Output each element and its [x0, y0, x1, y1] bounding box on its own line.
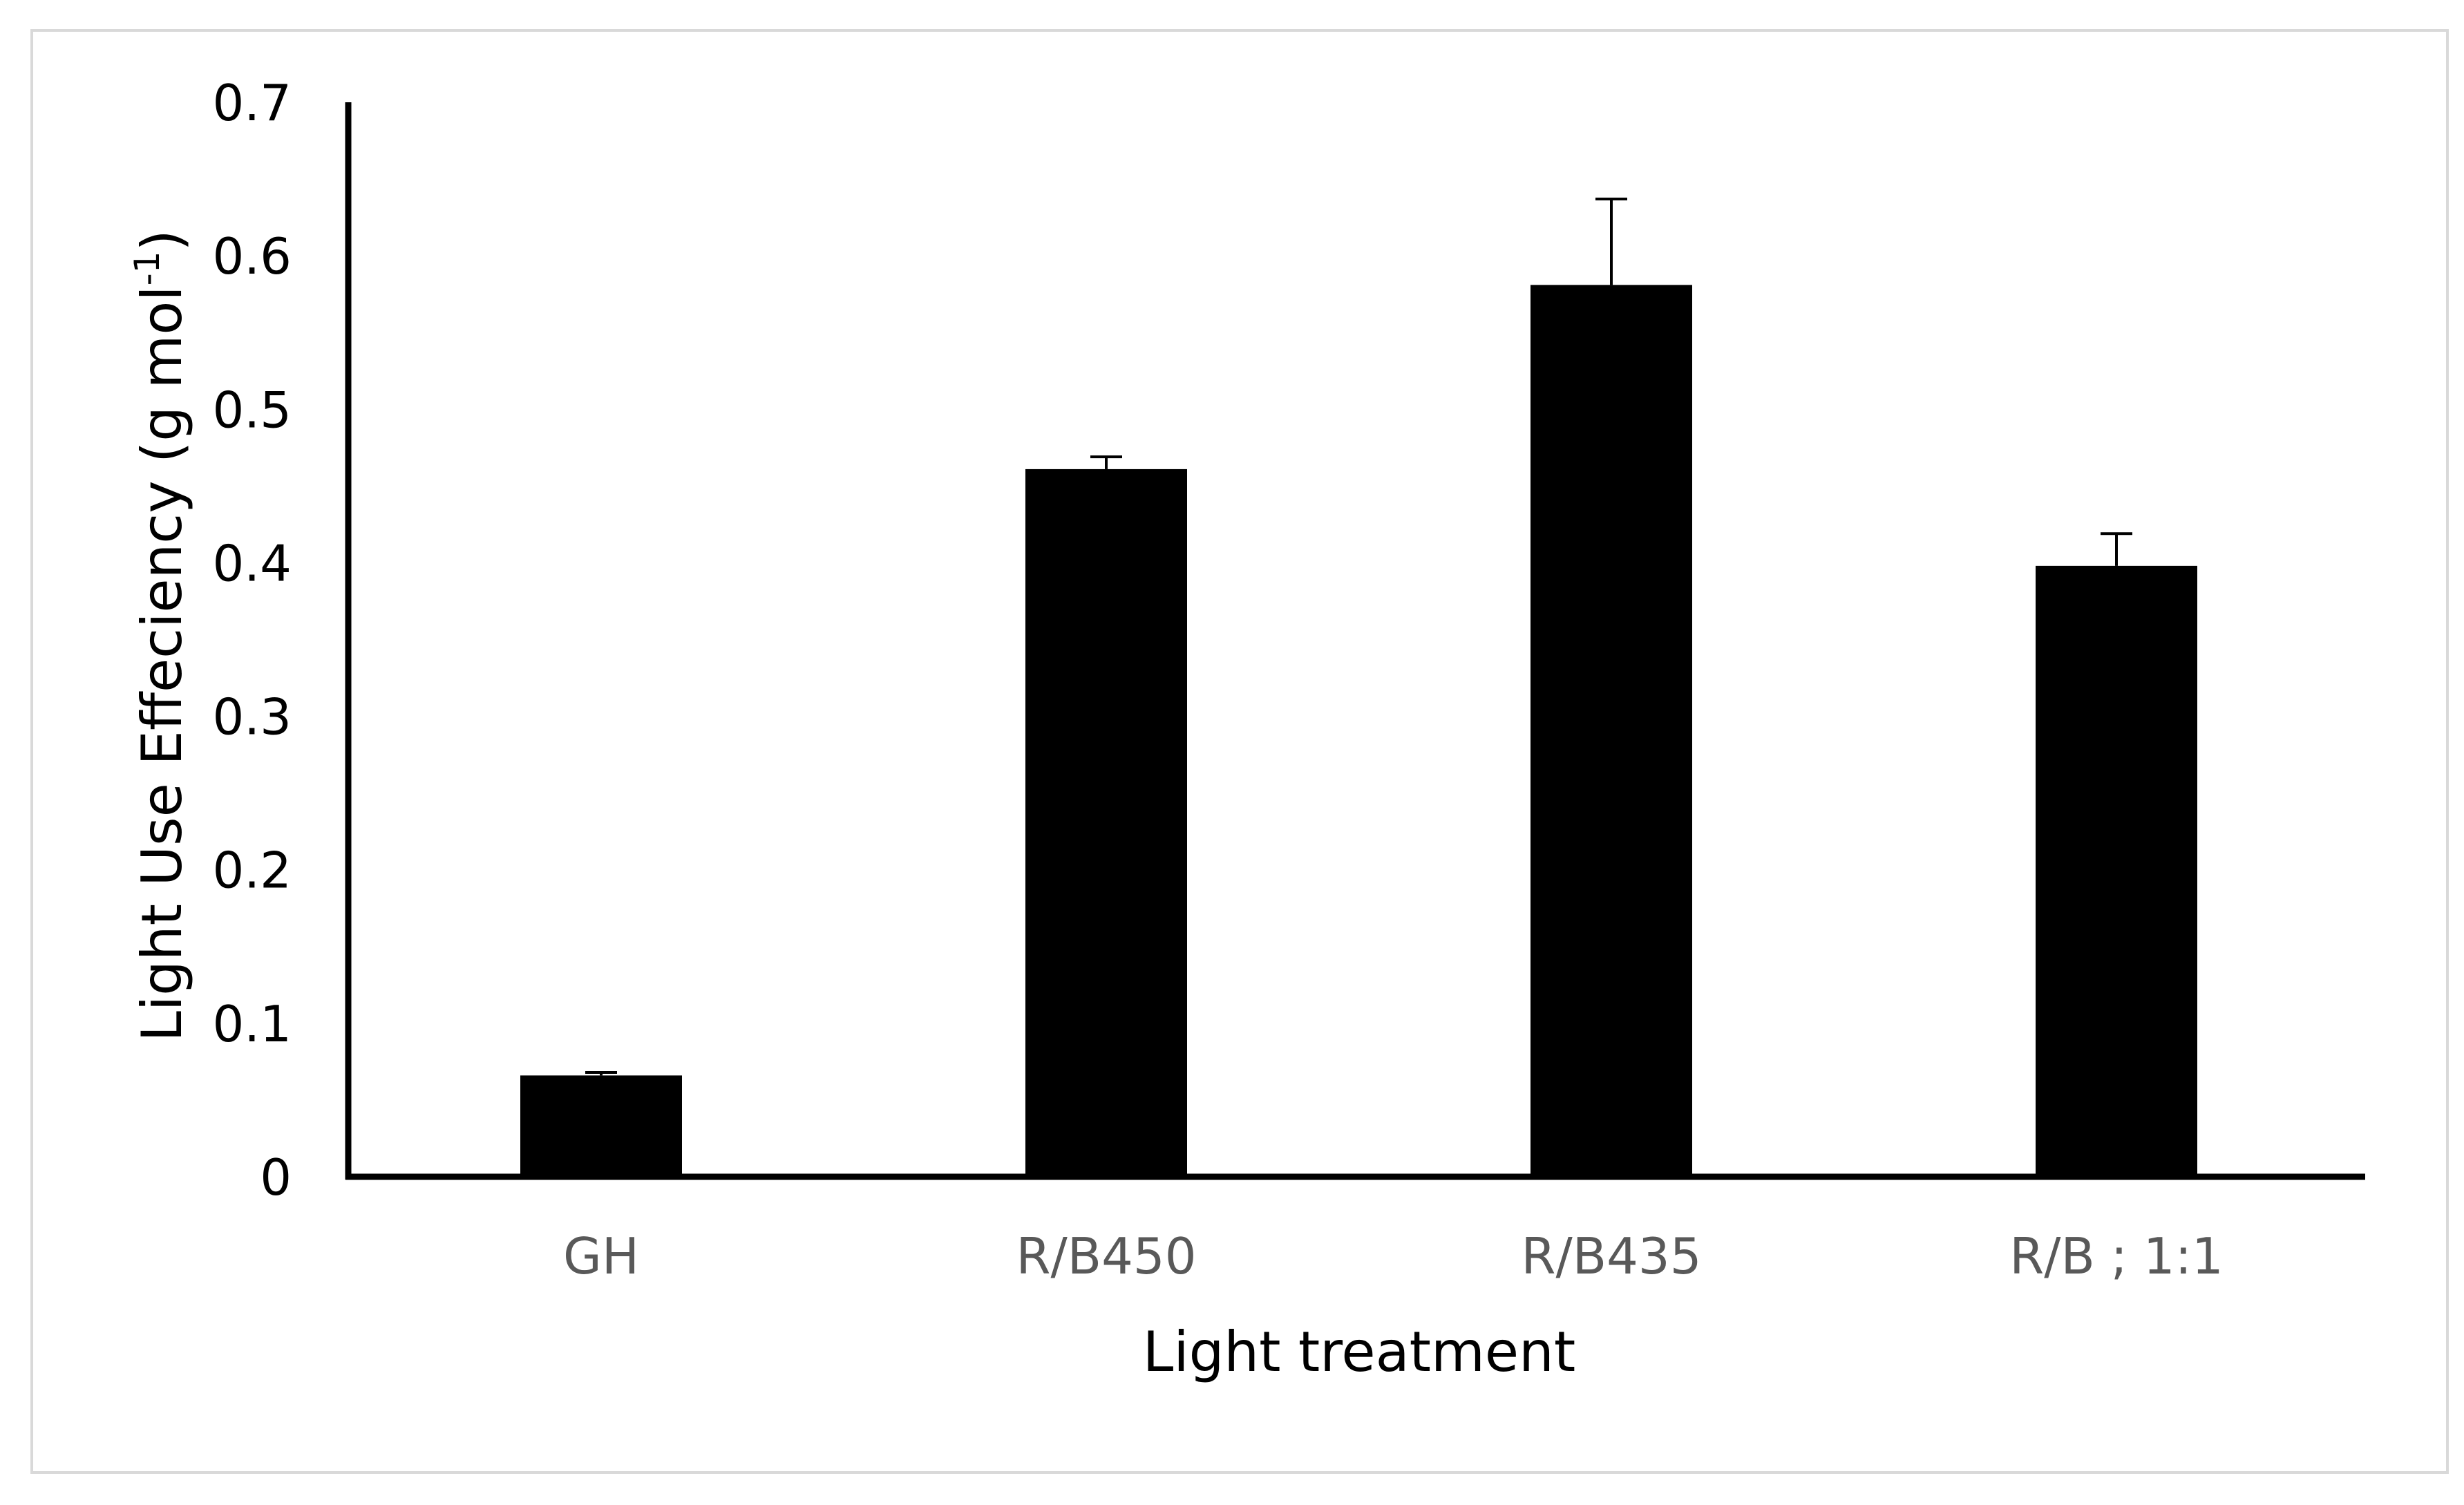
y-axis-title: Light Use Effeciency (g mol-1)	[127, 229, 194, 1041]
y-tick-label: 0.1	[212, 995, 292, 1053]
y-tick-label: 0	[260, 1148, 292, 1206]
x-tick-label: R/B435	[1521, 1227, 1701, 1285]
x-tick-labels: GH R/B450 R/B435 R/B ; 1:1	[563, 1227, 2224, 1285]
y-tick-label: 0.4	[212, 534, 292, 592]
bar	[1530, 285, 1692, 1177]
y-tick-label: 0.2	[212, 842, 292, 900]
y-axis-title-main: Light Use Effeciency (g mol	[130, 285, 194, 1041]
x-tick-label: R/B450	[1016, 1227, 1196, 1285]
x-axis-title: Light treatment	[1143, 1320, 1575, 1384]
bar	[1025, 468, 1187, 1177]
bar	[2036, 565, 2197, 1177]
y-axis-title-close: )	[130, 229, 194, 251]
y-tick-labels: 0 0.1 0.2 0.3 0.4 0.5 0.6 0.7	[212, 74, 292, 1206]
y-tick-label: 0.3	[212, 688, 292, 746]
error-bars-group	[585, 197, 2132, 1076]
y-axis-title-superscript: -1	[127, 252, 167, 286]
y-tick-label: 0.6	[212, 227, 292, 285]
y-tick-label: 0.7	[212, 74, 292, 132]
bars-group	[520, 285, 2197, 1177]
x-tick-label: R/B ; 1:1	[2009, 1227, 2224, 1285]
y-tick-label: 0.5	[212, 381, 292, 439]
x-tick-label: GH	[563, 1227, 639, 1285]
chart-frame-border	[30, 29, 2449, 1474]
bar	[520, 1075, 682, 1177]
